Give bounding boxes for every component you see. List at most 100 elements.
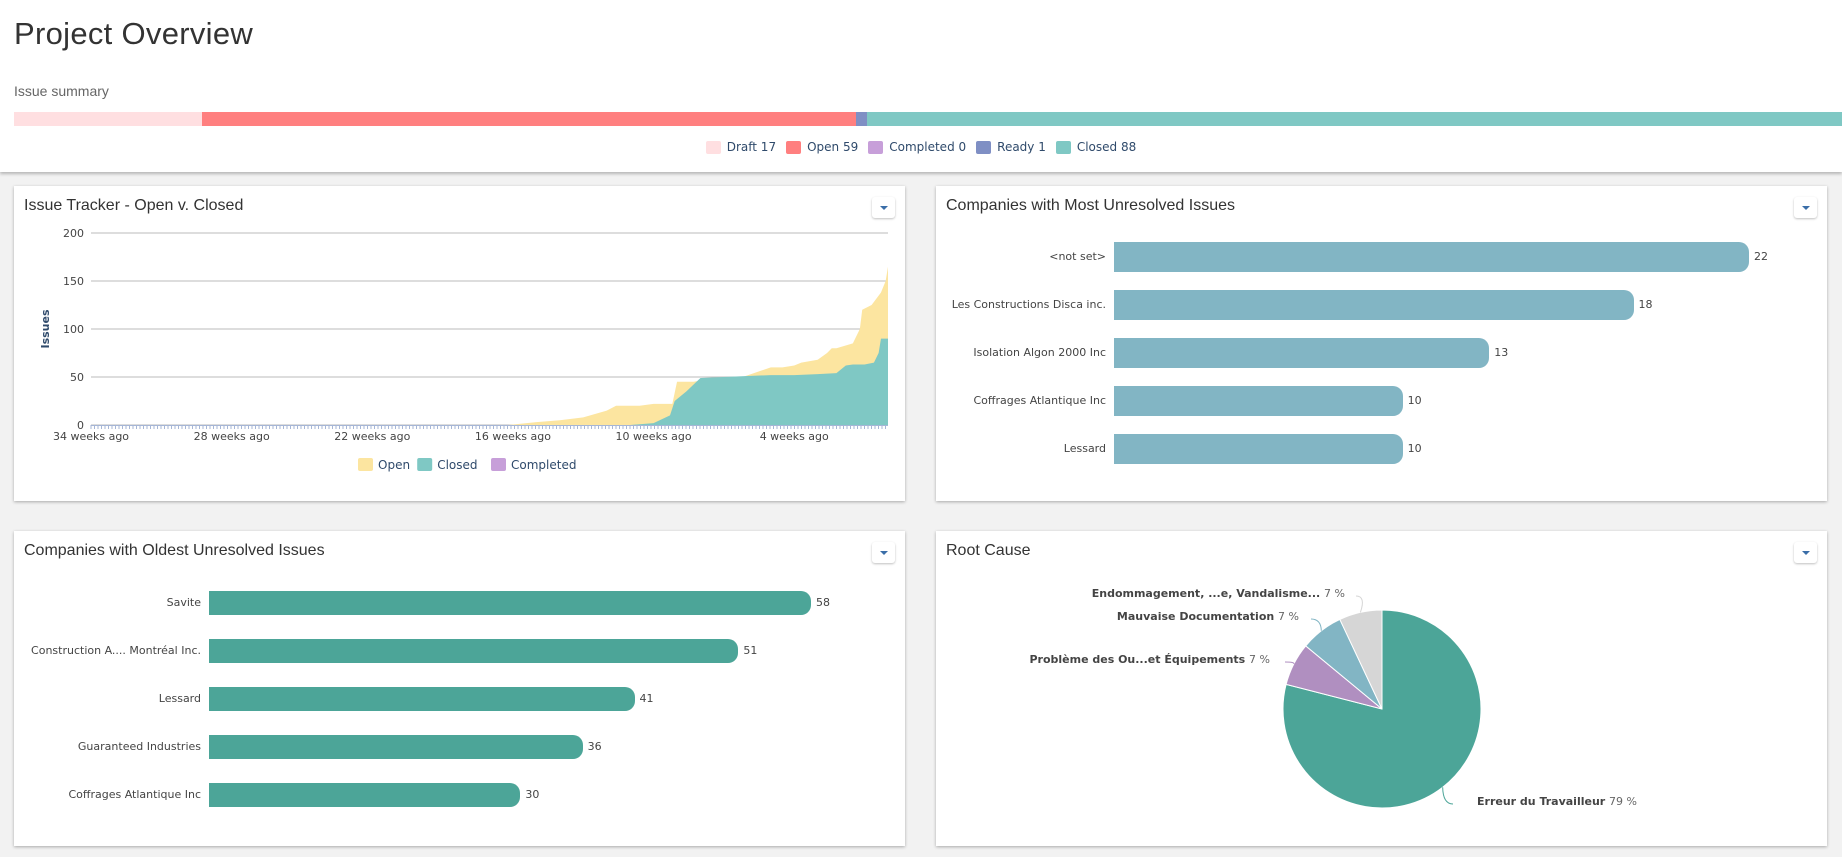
bar-category-label: Coffrages Atlantique Inc [973, 394, 1107, 407]
issue-summary-label: Issue summary [14, 83, 109, 99]
legend-item-completed[interactable]: Completed 0 [868, 140, 966, 154]
most-unresolved-card: Companies with Most Unresolved Issues <n… [936, 186, 1827, 501]
bar[interactable] [209, 687, 635, 711]
y-tick-label: 50 [70, 371, 84, 384]
chart-menu-button[interactable] [872, 197, 895, 218]
legend-label: Draft 17 [726, 140, 777, 154]
root-cause-chart: Erreur du Travailleur 79 % Problème des O… [1029, 587, 1637, 809]
card-title: Companies with Oldest Unresolved Issues [24, 542, 325, 559]
legend-swatch [705, 140, 721, 154]
bar[interactable] [1114, 242, 1749, 272]
pie-connector [1355, 595, 1363, 613]
pie-connector [1442, 787, 1454, 805]
bar-category-label: Lessard [158, 692, 201, 705]
pie-label-name: Mauvaise Documentation [1117, 610, 1278, 623]
summary-segment-draft[interactable] [14, 112, 203, 126]
bar-value-label: 10 [1407, 394, 1422, 407]
x-tick-label: 4 weeks ago [760, 430, 829, 443]
pie-connector [1284, 661, 1295, 665]
pie-label: Problème des Ou...et Équipements 7 % [1029, 653, 1270, 666]
area-series-closed[interactable] [91, 338, 888, 425]
legend-swatch [868, 140, 884, 154]
legend-item-ready[interactable]: Ready 1 [976, 140, 1046, 154]
bar[interactable] [209, 639, 739, 663]
legend-swatch [358, 458, 373, 471]
bar[interactable] [209, 591, 811, 615]
bar-category-label: Guaranteed Industries [77, 740, 201, 753]
x-tick-label: 28 weeks ago [194, 430, 270, 443]
chart-menu-button[interactable] [1794, 542, 1817, 563]
legend-label: Closed 88 [1076, 140, 1137, 154]
pie-label-pct: 7 % [1278, 610, 1299, 623]
oldest-unresolved-card: Companies with Oldest Unresolved Issues … [14, 531, 905, 846]
legend-item-closed[interactable]: Closed [417, 458, 478, 472]
chart-menu-button[interactable] [1794, 197, 1817, 218]
area-series-open[interactable] [91, 266, 888, 425]
y-tick-label: 200 [63, 227, 84, 240]
issue-summary-bar [14, 112, 1842, 126]
pie-label-pct: 7 % [1324, 587, 1345, 600]
issue-summary-legend: Draft 17 Open 59 Completed 0 Ready 1 Closed … [0, 140, 1842, 154]
legend-swatch [976, 140, 992, 154]
legend-item-completed[interactable]: Completed [491, 458, 576, 472]
pie-label-name: Problème des Ou...et Équipements [1029, 653, 1249, 666]
legend-item-closed[interactable]: Closed 88 [1055, 140, 1137, 154]
page-title: Project Overview [14, 16, 254, 51]
page-header: Project Overview Issue summary Draft 17 O… [0, 0, 1842, 172]
bar[interactable] [209, 735, 583, 759]
x-tick-label: 34 weeks ago [53, 430, 129, 443]
bar-category-label: Savite [166, 596, 201, 609]
bar-category-label: Les Constructions Disca inc. [951, 298, 1106, 311]
legend-swatch [491, 458, 506, 471]
y-axis-label: Issues [39, 309, 52, 348]
bar[interactable] [209, 783, 521, 807]
pie-label-name: Erreur du Travailleur [1477, 795, 1609, 808]
legend-swatch [1055, 140, 1071, 154]
card-title: Companies with Most Unresolved Issues [946, 197, 1236, 214]
pie-label-pct: 79 % [1609, 795, 1637, 808]
legend-label: Closed [437, 458, 477, 472]
bar[interactable] [1114, 386, 1403, 416]
legend-label: Completed 0 [889, 140, 967, 154]
y-tick-label: 150 [63, 275, 84, 288]
bar-value-label: 22 [1754, 250, 1768, 263]
caret-down-icon [1801, 205, 1810, 210]
summary-segment-ready[interactable] [855, 112, 868, 126]
x-tick-label: 16 weeks ago [475, 430, 551, 443]
bar-value-label: 30 [525, 788, 540, 801]
chart-menu-button[interactable] [872, 542, 895, 563]
card-title: Issue Tracker - Open v. Closed [24, 197, 244, 214]
issue-tracker-chart: 0 50 100 150 200 Issues 34 weeks ago 28 weeks a… [39, 227, 888, 472]
legend-item-open[interactable]: Open 59 [786, 140, 858, 154]
x-tick-label: 10 weeks ago [616, 430, 692, 443]
legend-item-open[interactable]: Open [358, 458, 410, 472]
bar[interactable] [1114, 290, 1634, 320]
caret-down-icon [879, 205, 888, 210]
bar-category-label: Isolation Algon 2000 Inc [973, 346, 1106, 359]
legend-swatch [786, 140, 802, 154]
bar-category-label: Coffrages Atlantique Inc [68, 788, 202, 801]
bar-value-label: 10 [1407, 442, 1422, 455]
bar-category-label: Construction A.... Montréal Inc. [31, 644, 201, 657]
y-tick-label: 0 [77, 419, 84, 432]
bar-value-label: 51 [743, 644, 758, 657]
summary-segment-open[interactable] [202, 112, 856, 126]
legend-item-draft[interactable]: Draft 17 [705, 140, 777, 154]
pie-label-name: Endommagement, ...e, Vandalisme... [1092, 587, 1324, 600]
legend-label: Ready 1 [997, 140, 1046, 154]
caret-down-icon [879, 550, 888, 555]
legend-swatch [417, 458, 433, 471]
pie-connector [1310, 618, 1322, 631]
bar-value-label: 58 [816, 596, 830, 609]
bar[interactable] [1114, 434, 1403, 464]
bar[interactable] [1114, 338, 1490, 368]
legend-label: Open [378, 458, 410, 472]
pie-label: Erreur du Travailleur 79 % [1477, 795, 1637, 808]
y-tick-label: 100 [63, 323, 84, 336]
summary-segment-closed[interactable] [867, 112, 1842, 126]
issue-tracker-card: Issue Tracker - Open v. Closed 0 50 100 150… [14, 186, 905, 501]
bar-value-label: 13 [1494, 346, 1509, 359]
bar-value-label: 18 [1638, 298, 1653, 311]
root-cause-card: Root Cause Erreur du Travailleur 79 % Pro… [936, 531, 1827, 846]
bar-value-label: 36 [587, 740, 602, 753]
